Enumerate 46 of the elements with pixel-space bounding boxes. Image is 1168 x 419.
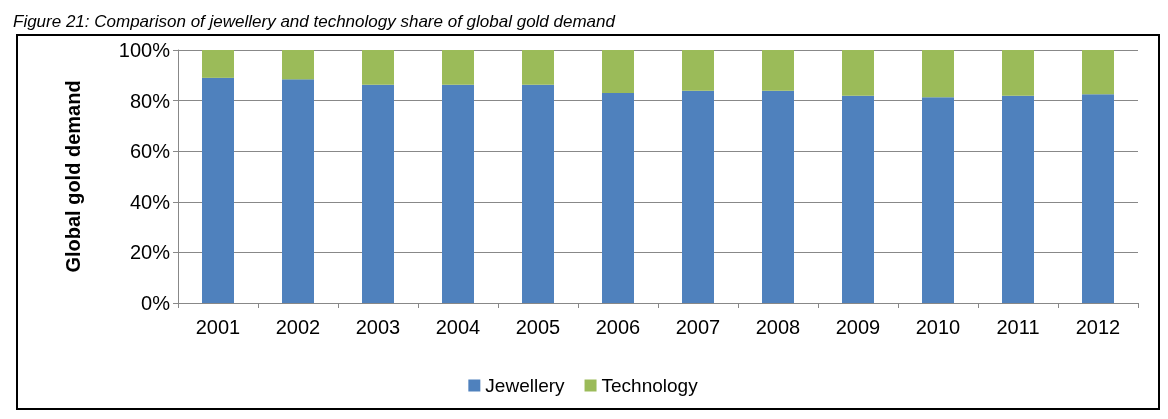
bar xyxy=(842,50,874,96)
bar xyxy=(282,50,314,80)
y-tick-label: 0% xyxy=(141,292,171,314)
bar xyxy=(1082,94,1114,303)
bar xyxy=(922,97,954,303)
y-tick-label: 100% xyxy=(118,39,171,61)
bar xyxy=(442,84,474,303)
x-tick-label: 2009 xyxy=(835,316,881,338)
bar xyxy=(842,95,874,303)
bar xyxy=(762,90,794,303)
x-tick-label: 2012 xyxy=(1075,316,1121,338)
y-axis-title: Global gold demand xyxy=(62,80,84,273)
bar xyxy=(1082,50,1114,95)
x-tick-label: 2005 xyxy=(515,316,561,338)
chart-title: Figure 21: Comparison of jewellery and technology share of global gold demand xyxy=(13,12,616,31)
bar xyxy=(1002,50,1034,96)
x-tick-label: 2002 xyxy=(275,316,321,338)
x-tick-label: 2006 xyxy=(595,316,641,338)
x-tick-label: 2007 xyxy=(675,316,721,338)
bar xyxy=(922,50,954,98)
bar xyxy=(522,50,554,85)
bar xyxy=(362,84,394,303)
bar xyxy=(442,50,474,85)
x-tick-label: 2010 xyxy=(915,316,961,338)
legend-label: Technology xyxy=(601,375,699,396)
x-tick-label: 2011 xyxy=(996,316,1040,338)
bar xyxy=(1002,95,1034,303)
bar xyxy=(362,50,394,85)
legend-label: Jewellery xyxy=(485,375,566,396)
y-tick-label: 20% xyxy=(129,241,171,264)
bar xyxy=(602,93,634,303)
x-tick-label: 2003 xyxy=(355,316,401,338)
bar xyxy=(682,50,714,91)
bar xyxy=(682,90,714,303)
y-tick-label: 40% xyxy=(129,190,171,213)
x-tick-label: 2004 xyxy=(435,316,481,338)
y-tick-label: 60% xyxy=(129,140,171,163)
bar xyxy=(282,79,314,303)
bar xyxy=(522,84,554,303)
bar xyxy=(202,50,234,78)
bar xyxy=(202,77,234,303)
x-tick-label: 2008 xyxy=(755,316,801,338)
bar xyxy=(602,50,634,94)
bar xyxy=(762,50,794,91)
x-tick-label: 2001 xyxy=(195,316,241,338)
y-tick-label: 80% xyxy=(129,89,171,112)
